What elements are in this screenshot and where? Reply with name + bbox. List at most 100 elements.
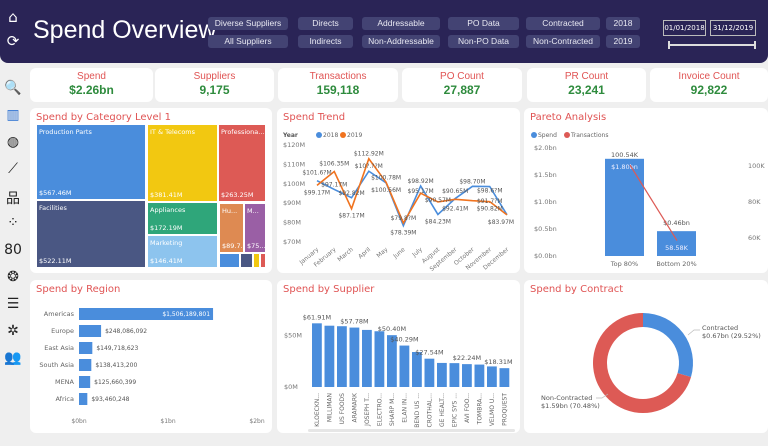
supplier-bar[interactable]: [412, 352, 422, 387]
slicer-button[interactable]: 2018: [606, 17, 640, 30]
region-bar[interactable]: [79, 376, 91, 388]
y-tick-label: $0.0bn: [534, 252, 557, 260]
region-bar[interactable]: [79, 342, 93, 354]
data-label: $98.6?M: [477, 188, 503, 195]
slicer-button[interactable]: Directs: [298, 17, 353, 30]
horizontal-scrollbar[interactable]: [308, 429, 515, 432]
supplier-bar[interactable]: [462, 364, 472, 387]
contract-panel: Spend by Contract Contracted $0.67bn (29.…: [524, 280, 768, 433]
treemap-tile[interactable]: Professiona... $263.25M: [218, 124, 266, 202]
network-icon[interactable]: ✲: [7, 323, 19, 339]
supplier-bar[interactable]: [387, 335, 397, 387]
date-start-input[interactable]: 01/01/2018: [663, 20, 706, 36]
spend-bar[interactable]: [605, 158, 644, 256]
region-bar[interactable]: [79, 359, 92, 371]
people-icon[interactable]: 👥: [4, 350, 22, 366]
date-end-input[interactable]: 31/12/2019: [710, 20, 756, 36]
supplier-bar[interactable]: [399, 345, 410, 387]
supplier-bar[interactable]: [312, 323, 322, 387]
x-tick-label: April: [357, 246, 372, 260]
slicer-button[interactable]: Contracted: [526, 17, 600, 30]
data-label: $99.17M: [304, 189, 330, 196]
report-search-icon[interactable]: 🔍: [4, 80, 22, 96]
slicer-button[interactable]: Non-Contracted: [526, 35, 600, 48]
treemap-tile[interactable]: M... $75...: [244, 203, 266, 253]
transactions-label: 58.58K: [665, 244, 689, 252]
line-chart-icon[interactable]: ⟋: [8, 161, 18, 177]
treemap-tile-small[interactable]: [240, 253, 253, 268]
region-bar[interactable]: [79, 325, 102, 337]
transactions-line: [629, 164, 678, 241]
region-bar[interactable]: [79, 308, 214, 320]
kpi-value: 92,822: [690, 83, 728, 97]
treemap-tile-small[interactable]: [219, 253, 240, 268]
region-bar[interactable]: [79, 393, 88, 405]
supplier-bar[interactable]: [424, 358, 435, 387]
tile-name: Appliances: [150, 206, 186, 214]
y-tick-label: $1.5bn: [534, 171, 557, 179]
hierarchy-icon[interactable]: 品: [6, 191, 20, 207]
y-tick-label: $120M: [283, 141, 305, 149]
group-icon[interactable]: ❂: [7, 269, 19, 285]
slicer-button[interactable]: Diverse Suppliers: [208, 17, 288, 30]
kpi-label: PR Count: [564, 71, 609, 82]
spend-bar[interactable]: [657, 231, 696, 256]
treemap-tile-small[interactable]: [253, 253, 260, 268]
slicer-button[interactable]: Non-PO Data: [448, 35, 519, 48]
y-tick-label: $100M: [283, 180, 305, 188]
pareto-panel: Pareto Analysis Spend Transactions $0.0bn $…: [524, 108, 768, 273]
x-tick-label: KLOECKN...: [314, 393, 321, 427]
globe-icon[interactable]: ◍: [6, 134, 20, 150]
data-label: $40.29M: [390, 336, 418, 344]
pareto-80-icon[interactable]: 80: [4, 242, 22, 258]
supplier-chart: $0M $50M KLOECKN... MILLIMAN US FOODS ARAMARK…: [284, 313, 515, 432]
x-tick-label: TOMBRA...: [476, 393, 483, 425]
treemap-tile[interactable]: IT & Telecoms $381.41M: [147, 124, 218, 202]
tile-name: Marketing: [150, 239, 183, 247]
x-tick-label: VELMO U...: [489, 393, 496, 426]
treemap-tile[interactable]: Appliances $172.19M: [147, 202, 218, 235]
supplier-bar[interactable]: [349, 327, 360, 387]
kpi-value: 159,118: [316, 83, 360, 97]
spend-label: $0.46bn: [663, 219, 690, 227]
data-label: $112.92M: [354, 151, 384, 158]
supplier-bar[interactable]: [324, 325, 335, 387]
x-tick-label: BEND US ...: [414, 393, 421, 428]
slicer-button[interactable]: Non-Addressable: [362, 35, 440, 48]
home-icon[interactable]: ⌂: [8, 8, 18, 26]
treemap-tile-small[interactable]: [260, 253, 266, 268]
supplier-bar[interactable]: [337, 326, 347, 387]
data-label: $98.92M: [408, 178, 434, 185]
supplier-bar[interactable]: [487, 366, 497, 387]
treemap-tile[interactable]: Marketing $146.41M: [147, 235, 218, 268]
tile-value: $381.41M: [150, 191, 183, 199]
treemap-tile[interactable]: Production Parts $567.46M: [36, 124, 146, 200]
slicer-button[interactable]: Indirects: [298, 35, 353, 48]
supplier-bar[interactable]: [499, 368, 510, 387]
supplier-bar[interactable]: [474, 364, 485, 387]
scatter-icon[interactable]: ⁘: [7, 215, 19, 231]
donut-slice-contracted[interactable]: [643, 313, 693, 378]
slicer-button[interactable]: PO Data: [448, 17, 519, 30]
list-icon[interactable]: ☰: [6, 296, 20, 312]
treemap-tile[interactable]: Hu... $89.7...: [219, 203, 244, 253]
spend-label: $1.80bn: [611, 163, 638, 171]
data-label: $93,460,248: [91, 396, 129, 403]
x-tick-label: PROQUEST: [501, 393, 508, 426]
date-range-slider[interactable]: [668, 41, 756, 49]
bar-chart-icon[interactable]: ▥: [6, 107, 20, 123]
x-tick-label: $1bn: [160, 418, 175, 425]
supplier-bar[interactable]: [437, 362, 447, 387]
refresh-icon[interactable]: ⟳: [6, 32, 20, 50]
legend-label: Transactions: [570, 132, 608, 139]
tile-value: $522.11M: [39, 257, 72, 265]
data-label: $100.56M: [371, 187, 401, 194]
slicer-button[interactable]: Addressable: [362, 17, 440, 30]
supplier-bar[interactable]: [362, 329, 372, 387]
treemap-tile[interactable]: Facilities $522.11M: [36, 200, 146, 268]
kpi-value: 27,887: [443, 83, 481, 97]
slicer-button[interactable]: 2019: [606, 35, 640, 48]
supplier-bar[interactable]: [374, 331, 385, 387]
slicer-button[interactable]: All Suppliers: [208, 35, 288, 48]
supplier-bar[interactable]: [449, 363, 460, 387]
